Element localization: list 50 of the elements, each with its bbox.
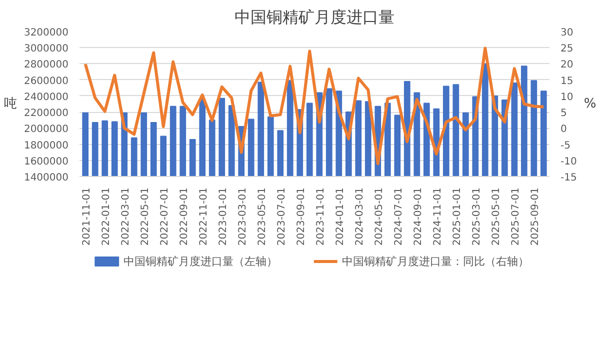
y2-tick-label: 20	[560, 60, 574, 71]
y-tick-label: 3200000	[24, 28, 69, 38]
y2-axis-title: %	[584, 96, 596, 112]
y-tick-label: 2400000	[24, 92, 69, 103]
x-tick-label: 2023-11-01	[315, 187, 326, 246]
y2-tick-label: 0	[560, 124, 567, 136]
x-tick-label: 2022-07-01	[159, 187, 170, 246]
x-tick-label: 2022-01-01	[100, 187, 112, 246]
legend-label: 中国铜精矿月度进口量（左轴）	[123, 255, 278, 268]
x-tick-label: 2023-03-01	[237, 187, 248, 246]
y2-tick-label: 25	[560, 44, 574, 55]
y-tick-label: 2200000	[24, 108, 69, 120]
x-tick-label: 2024-03-01	[354, 187, 366, 246]
x-tick-label: 2022-11-01	[198, 187, 210, 246]
y2-tick-label: -15	[560, 172, 577, 184]
y-tick-label: 1600000	[24, 156, 69, 168]
x-tick-label: 2023-01-01	[218, 187, 229, 246]
y2-tick-label: 15	[560, 76, 574, 87]
x-tick-label: 2022-09-01	[178, 187, 190, 246]
x-tick-label: 2024-11-01	[432, 187, 444, 246]
x-tick-label: 2023-05-01	[256, 187, 268, 246]
x-tick-label: 2024-07-01	[393, 187, 404, 246]
y-tick-label: 2600000	[24, 76, 69, 87]
y-axis-title: 吨	[4, 96, 17, 112]
y-tick-label: 2800000	[24, 60, 69, 71]
y2-tick-label: -5	[560, 140, 570, 152]
line-series	[84, 46, 546, 166]
chart-title: 中国铜精矿月度进口量	[234, 8, 394, 26]
y-tick-label: 1800000	[24, 140, 69, 152]
x-tick-label: 2024-09-01	[412, 187, 424, 246]
y2-tick-label: 10	[560, 92, 574, 103]
x-tick-label: 2025-03-01	[471, 187, 482, 246]
x-tick-label: 2025-07-01	[510, 187, 522, 246]
x-tick-label: 2023-09-01	[296, 187, 307, 246]
x-tick-label: 2021-11-01	[81, 187, 92, 246]
y-tick-label: 3000000	[24, 44, 69, 55]
x-tick-label: 2025-09-01	[530, 187, 541, 246]
legend-label: 中国铜精矿月度进口量：同比（右轴）	[342, 255, 530, 268]
x-tick-label: 2025-05-01	[490, 187, 502, 246]
y2-tick-label: -10	[560, 156, 577, 168]
y-tick-label: 1400000	[24, 172, 69, 184]
x-tick-label: 2023-07-01	[276, 187, 288, 246]
x-tick-label: 2024-01-01	[334, 187, 346, 246]
x-tick-label: 2025-01-01	[452, 187, 463, 246]
y2-tick-label: 5	[560, 108, 567, 120]
x-tick-label: 2022-05-01	[140, 187, 151, 246]
x-tick-label: 2022-03-01	[120, 187, 132, 246]
x-tick-label: 2024-05-01	[374, 187, 385, 246]
y2-tick-label: 30	[560, 28, 574, 38]
y-tick-label: 2000000	[24, 124, 69, 136]
